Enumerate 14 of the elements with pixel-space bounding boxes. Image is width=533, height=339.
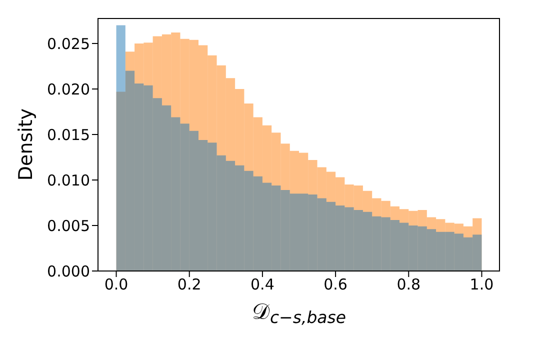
y-tick-label: 0.000	[47, 262, 90, 280]
x-tick-label: 0.8	[396, 276, 421, 294]
x-tick-label: 0.0	[104, 276, 128, 294]
x-axis-title: 𝒟$_{c−s,base}$	[252, 300, 346, 328]
y-tick-label: 0.010	[47, 171, 90, 190]
y-tick-label: 0.025	[47, 34, 90, 53]
x-tick-label: 0.2	[177, 276, 202, 294]
y-tick-label: 0.015	[47, 126, 90, 144]
y-tick-label: 0.005	[47, 216, 90, 235]
y-tick-label: 0.020	[47, 80, 90, 98]
x-tick-label: 0.4	[250, 276, 274, 294]
y-axis-title: Density	[15, 108, 37, 181]
x-tick-label: 1.0	[470, 276, 494, 294]
x-tick-label: 0.6	[324, 276, 348, 294]
